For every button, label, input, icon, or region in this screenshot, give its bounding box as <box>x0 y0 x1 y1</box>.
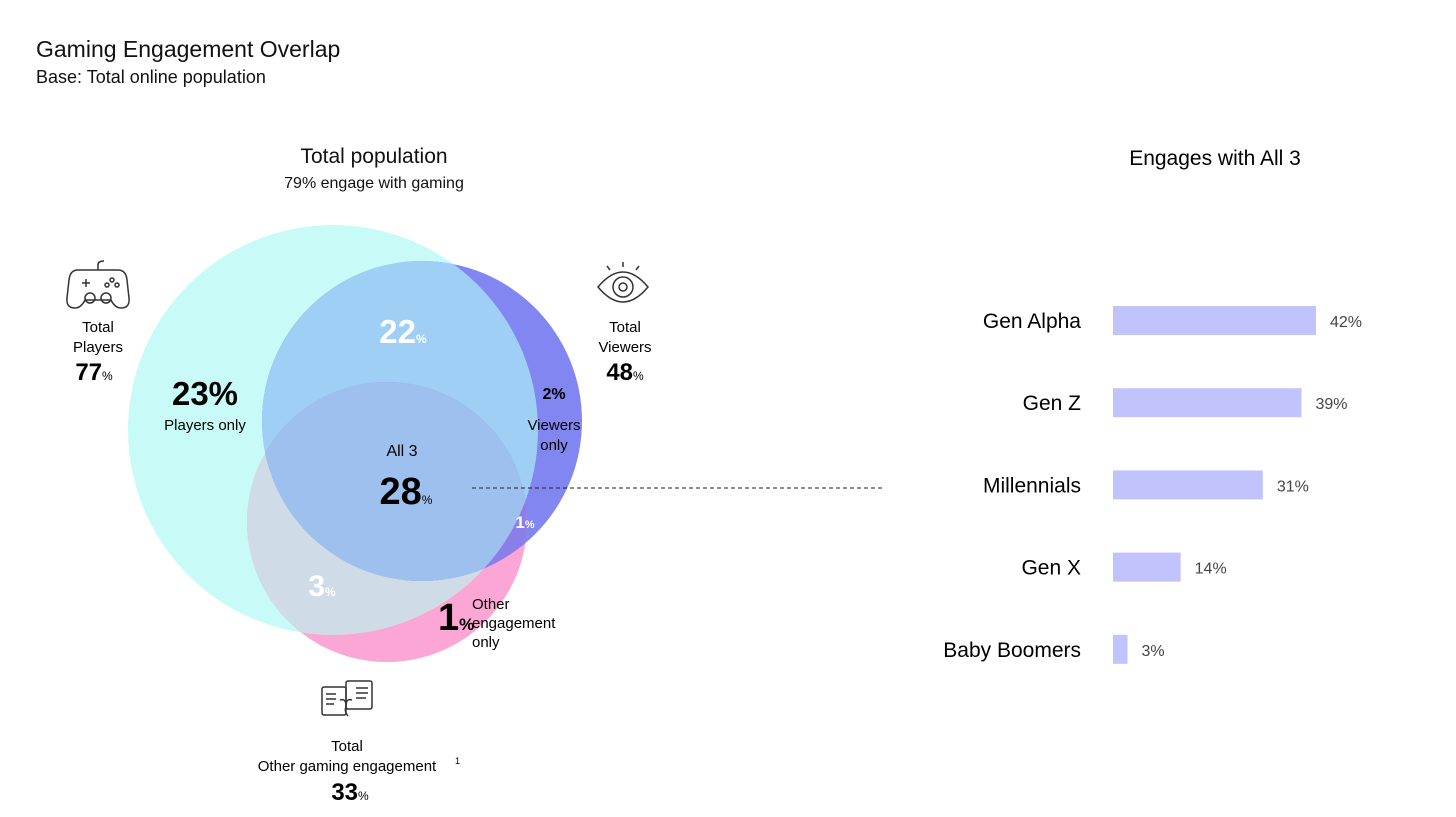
other-only-value: 1% <box>438 597 474 639</box>
bar-chart-title: Engages with All 3 <box>1129 147 1301 170</box>
players-viewers-unit: % <box>416 332 427 346</box>
chat-faces-icon <box>321 680 373 717</box>
other-footnote: 1 <box>455 756 460 766</box>
page-title: Gaming Engagement Overlap <box>36 36 341 62</box>
all-three-overlap <box>262 382 527 581</box>
other-only-number: 1 <box>438 597 459 639</box>
all3-label: All 3 <box>386 443 417 460</box>
bar <box>1113 306 1316 335</box>
players-other-number: 3 <box>308 570 325 603</box>
other-only-label-line3: only <box>472 634 500 651</box>
bar-category-label: Gen X <box>1021 557 1081 580</box>
other-total-value: 33 <box>331 779 358 806</box>
players-other-value: 3% <box>308 570 336 603</box>
players-total-value: 77 <box>75 359 102 386</box>
venn-heading: Total population <box>300 145 448 168</box>
bar-value-label: 31% <box>1277 478 1309 495</box>
players-viewers-value: 22% <box>379 313 427 350</box>
viewers-total-value: 48 <box>606 359 633 386</box>
players-total: 77% <box>75 359 113 386</box>
players-total-unit: % <box>102 369 113 383</box>
viewers-total-unit: % <box>633 369 644 383</box>
other-only-label-line2: engagement <box>472 615 556 632</box>
other-total: 33% <box>331 779 369 806</box>
players-only-label: Players only <box>164 417 246 434</box>
bar-value-label: 39% <box>1316 396 1348 413</box>
gamepad-icon <box>66 260 130 309</box>
other-only-unit: % <box>459 615 474 634</box>
bar <box>1113 388 1302 418</box>
viewers-total: 48% <box>606 359 644 386</box>
viewers-only-label-line1: Viewers <box>527 417 580 434</box>
players-only-value: 23% <box>172 375 238 412</box>
viewers-other-number: 1 <box>515 513 524 532</box>
eye-icon <box>597 262 649 303</box>
other-total-unit: % <box>358 789 369 803</box>
viewers-label-line1: Total <box>609 319 641 336</box>
all3-number: 28 <box>380 471 422 513</box>
players-label-line1: Total <box>82 319 114 336</box>
bar-value-label: 14% <box>1195 561 1227 578</box>
other-label-line1: Total <box>331 738 363 755</box>
all3-unit: % <box>422 493 433 507</box>
viewers-label-line2: Viewers <box>598 339 651 356</box>
bar-category-label: Gen Alpha <box>983 310 1081 333</box>
bar <box>1113 634 1128 664</box>
viewers-only-label-line2: only <box>540 437 568 454</box>
bar-value-label: 3% <box>1142 643 1165 660</box>
bar-value-label: 42% <box>1330 314 1362 331</box>
other-only-label-line1: Other <box>472 596 510 613</box>
bar-chart: Gen Alpha 42% Gen Z 39% Millennials 31% Gen X 1… <box>943 306 1362 664</box>
bar <box>1113 552 1181 582</box>
viewers-other-value: 1% <box>515 513 534 532</box>
bar-category-label: Baby Boomers <box>943 639 1081 662</box>
players-label-line2: Players <box>73 339 123 356</box>
bar <box>1113 470 1263 500</box>
players-other-unit: % <box>325 585 336 599</box>
page-subtitle: Base: Total online population <box>36 67 266 87</box>
viewers-other-unit: % <box>525 519 535 531</box>
viewers-only-value: 2% <box>542 386 565 403</box>
bar-category-label: Gen Z <box>1023 392 1082 415</box>
players-viewers-number: 22 <box>379 313 416 350</box>
other-label-line2: Other gaming engagement <box>258 758 437 775</box>
venn-subheading: 79% engage with gaming <box>284 175 464 192</box>
all3-value: 28% <box>380 471 433 513</box>
bar-category-label: Millennials <box>983 474 1081 497</box>
